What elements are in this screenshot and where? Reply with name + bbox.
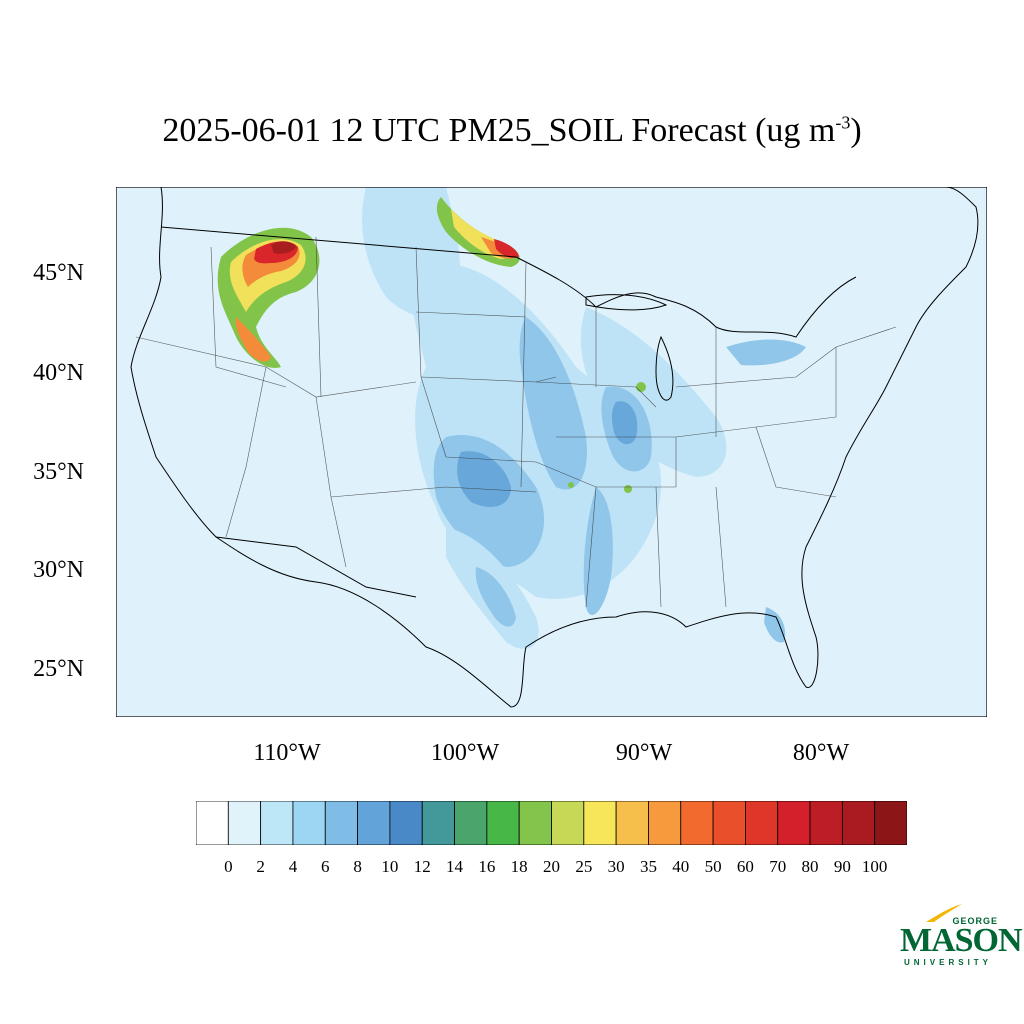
colorbar-label: 2 (256, 857, 265, 876)
field-light-east (580, 307, 727, 477)
colorbar-label: 8 (353, 857, 362, 876)
colorbar-swatch (324, 801, 358, 845)
lat-label-40: 40°N (33, 360, 84, 386)
colorbar-label: 100 (861, 857, 888, 876)
colorbar-swatch (421, 801, 455, 845)
colorbar-swatch (551, 801, 585, 845)
colorbar-swatch (777, 801, 811, 845)
pm25-map (116, 187, 987, 717)
colorbar-swatch (486, 801, 520, 845)
lake-superior (585, 294, 668, 311)
lat-label-35: 35°N (33, 459, 84, 485)
spot-arkansas (624, 485, 632, 493)
colorbar-label: 6 (321, 857, 330, 876)
colorbar-swatch (874, 801, 907, 845)
field-mid-texas (475, 567, 516, 627)
colorbar-swatch (389, 801, 423, 845)
boundaries (130, 187, 979, 708)
title-main: 2025-06-01 12 UTC PM25_SOIL Forecast (ug… (162, 112, 836, 149)
colorbar-swatch (745, 801, 779, 845)
colorbar-swatch (809, 801, 843, 845)
colorbar-swatch (615, 801, 649, 845)
colorbar-swatch (357, 801, 391, 845)
colorbar-label: 20 (543, 857, 560, 876)
logo-swoosh-icon (926, 904, 962, 922)
gmu-logo: GEORGE MASON UNIVERSITY (896, 902, 1023, 972)
field-mid-mississippi (583, 487, 613, 616)
title-superscript: -3 (835, 112, 851, 133)
colorbar-swatch (648, 801, 682, 845)
field-dark-illinois (611, 401, 638, 445)
colorbar-swatch (260, 801, 294, 845)
lon-label-80w: 80°W (792, 740, 850, 766)
field-light-lakes (726, 339, 806, 366)
field-dark-plains (457, 451, 511, 507)
colorbar-label: 30 (607, 857, 625, 876)
field-mid-missouri (519, 317, 587, 490)
colorbar-swatch (680, 801, 714, 845)
field-light-florida (764, 607, 786, 643)
colorbar-label: 35 (639, 857, 657, 876)
colorbar-swatch (841, 801, 876, 845)
colorbar-label: 12 (413, 857, 431, 876)
logo-university: UNIVERSITY (904, 958, 993, 967)
lon-label-100w: 100°W (430, 740, 500, 766)
lon-label-90w: 90°W (615, 740, 673, 766)
hotspot-nd-red (494, 239, 519, 258)
us-outline (130, 187, 979, 708)
canada-border (160, 226, 857, 338)
colorbar-label: 4 (288, 857, 298, 876)
concentration-field (217, 187, 806, 649)
colorbar-label: 70 (769, 857, 787, 876)
logo-george: GEORGE (952, 916, 998, 926)
lat-label-45: 45°N (33, 260, 84, 286)
colorbar-label: 25 (575, 857, 593, 876)
title-close: ) (850, 112, 862, 149)
colorbar-label: 14 (446, 857, 464, 876)
map-title: 2025-06-01 12 UTC PM25_SOIL Forecast (ug… (0, 112, 1024, 150)
field-light-north (362, 187, 461, 318)
lat-label-25: 25°N (33, 656, 84, 682)
colorbar-swatch (712, 801, 746, 845)
hotspot-idaho-south (235, 317, 271, 362)
colorbar-label: 60 (736, 857, 754, 876)
colorbar-label: 80 (801, 857, 819, 876)
logo-mason: MASON (900, 922, 1023, 959)
colorbar-swatch (518, 801, 552, 845)
colorbar-swatch (454, 801, 488, 845)
hotspot-idaho-darkred (271, 241, 296, 254)
colorbar-label: 10 (381, 857, 399, 876)
colorbar (196, 801, 907, 845)
colorbar-swatch (196, 801, 229, 845)
colorbar-label: 40 (672, 857, 690, 876)
colorbar-swatch (292, 801, 326, 845)
spot-illinois (636, 382, 646, 392)
lon-label-110w: 110°W (253, 740, 321, 766)
colorbar-label: 16 (478, 857, 496, 876)
mexico-border (215, 536, 417, 598)
colorbar-label: 90 (833, 857, 851, 876)
colorbar-label: 18 (510, 857, 528, 876)
colorbar-swatch (583, 801, 617, 845)
lat-label-30: 30°N (33, 557, 84, 583)
colorbar-label: 0 (224, 857, 233, 876)
state-lines (135, 236, 897, 608)
colorbar-label: 50 (704, 857, 722, 876)
colorbar-swatch (227, 801, 262, 845)
lake-michigan (655, 335, 674, 401)
spot-oklahoma (568, 482, 574, 488)
